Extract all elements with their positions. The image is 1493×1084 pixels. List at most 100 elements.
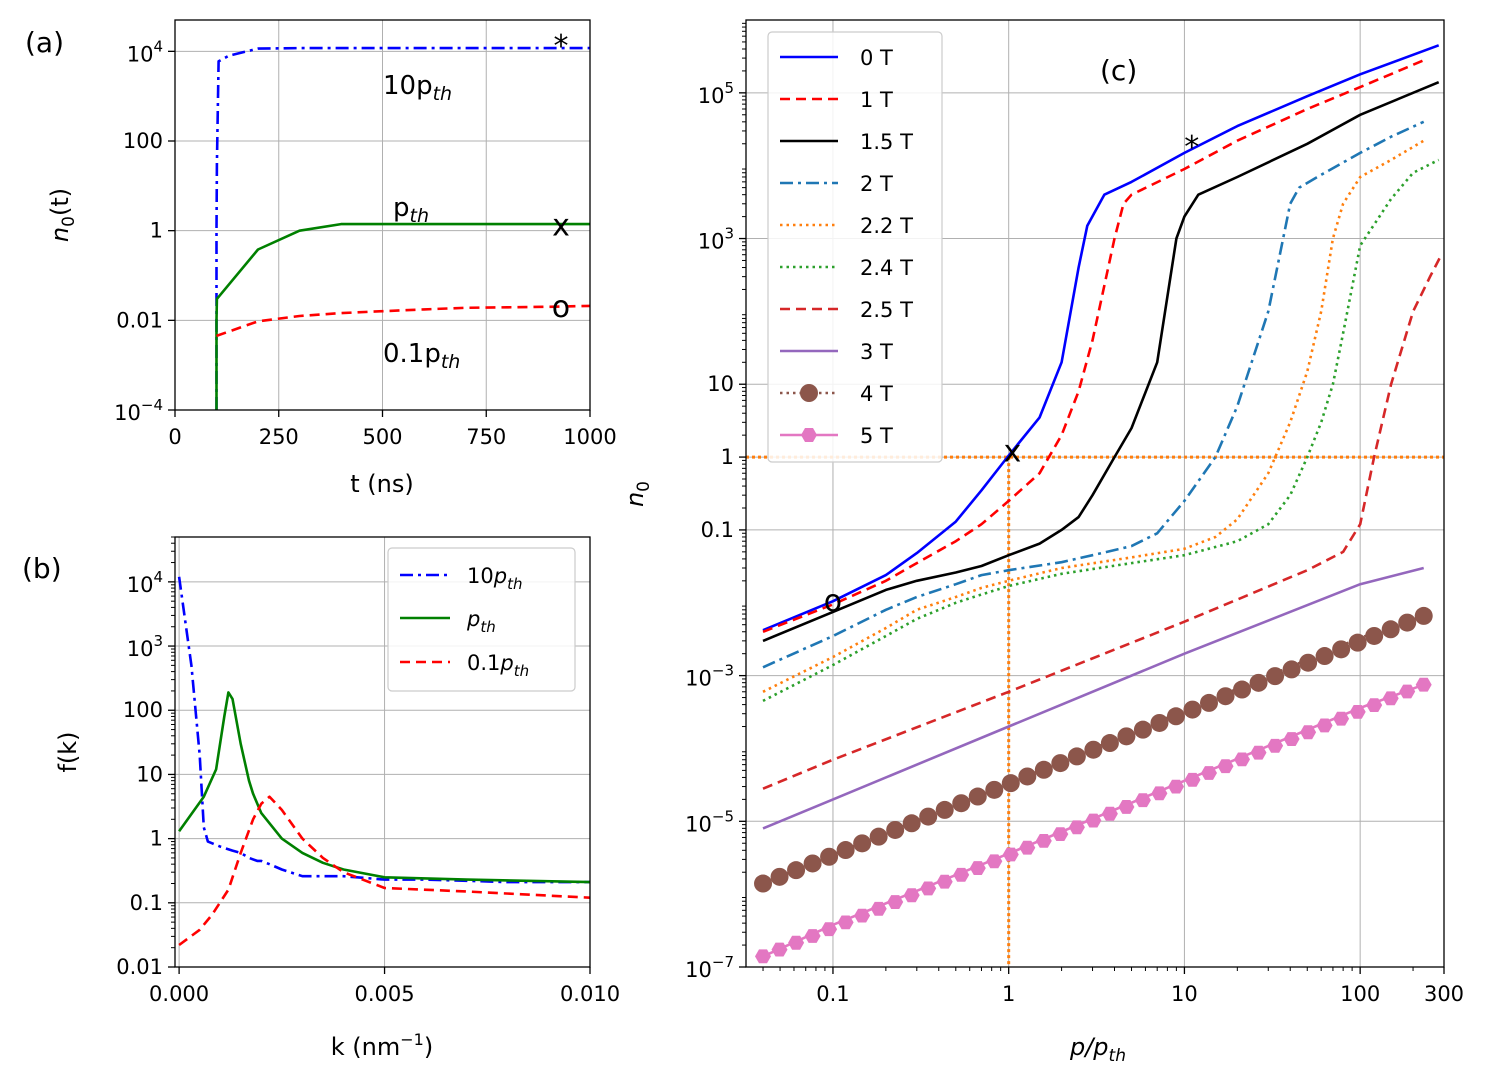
data-point-4-T: [1282, 660, 1301, 679]
data-point-5-T: [1399, 684, 1416, 699]
x-tick-label: 10: [1171, 982, 1198, 1006]
panel-b-frame: [174, 536, 591, 968]
data-point-4-T: [1365, 626, 1384, 645]
panel-b-legend: 10pth pth 0.1pth: [387, 547, 576, 692]
data-point-5-T: [771, 942, 788, 957]
data-point-5-T: [903, 888, 920, 903]
series-line-1-5-T: [762, 80, 1440, 643]
data-point-5-T: [1283, 732, 1300, 746]
y-tick-label: 10: [707, 372, 734, 396]
data-point-4-T: [919, 807, 938, 826]
data-point-5-T: [969, 861, 986, 875]
panel-a-series: [215, 46, 590, 410]
data-point-5-T: [1002, 847, 1019, 862]
data-point-4-T: [1084, 740, 1103, 759]
y-tick-label: 10: [136, 762, 163, 786]
series-line-2-T: [762, 120, 1425, 669]
legend-label-3T: 3 T: [860, 340, 893, 364]
y-tick-label: 10−4: [114, 396, 163, 425]
data-point-4-T: [1266, 667, 1285, 686]
legend-label-2T: 2 T: [860, 172, 893, 196]
x-tick-label: 0: [168, 425, 181, 449]
annotation-10pth: 10pth: [383, 71, 452, 105]
data-point-5-T: [1184, 772, 1201, 787]
data-point-4-T: [952, 794, 971, 813]
panel-c-label: (c): [1100, 54, 1137, 87]
panel-a-xlabel: t (ns): [350, 470, 413, 498]
x-tick-label: 1: [1002, 982, 1015, 1006]
data-point-5-T: [1349, 705, 1366, 719]
data-point-5-T: [887, 895, 904, 909]
data-point-5-T: [804, 929, 821, 943]
data-point-5-T: [1333, 711, 1350, 726]
svg-text:f(k): f(k): [54, 731, 82, 772]
panel-a-marker-symbols: * x o: [552, 29, 570, 325]
y-tick-label: 105: [698, 79, 734, 108]
data-point-4-T: [968, 787, 987, 806]
y-tick-label: 10−3: [685, 662, 734, 691]
y-tick-label: 0.01: [116, 308, 163, 332]
panel-c-xlabel: p/pth: [1069, 1033, 1126, 1066]
data-point-5-T: [1382, 691, 1399, 706]
data-point-4-T: [886, 820, 905, 839]
annotation-0-1pth: 0.1pth: [383, 339, 460, 373]
data-point-4-T: [1183, 700, 1202, 719]
series-line-1-T: [762, 59, 1425, 634]
panel-b-ylabel: f(k): [54, 731, 82, 772]
data-point-5-T: [1217, 759, 1234, 774]
x-tick-label: 0.010: [560, 982, 620, 1006]
data-point-5-T: [755, 949, 771, 964]
legend-label-0T: 0 T: [860, 46, 893, 70]
y-tick-label: 104: [127, 568, 163, 597]
svg-text:n0(t): n0(t): [46, 188, 79, 242]
series-line-0-1p-th: [178, 795, 590, 947]
data-point-4-T: [853, 834, 872, 853]
legend-label-4T: 4 T: [860, 382, 893, 406]
x-tick-label: 100: [1340, 982, 1380, 1006]
legend-box: [767, 31, 943, 463]
legend-box: [387, 547, 576, 692]
legend-label-10pth: 10pth: [467, 564, 522, 593]
data-point-5-T: [854, 908, 871, 923]
y-tick-label: 103: [698, 225, 734, 254]
x-tick-label: 500: [362, 425, 402, 449]
data-point-4-T: [1216, 687, 1235, 706]
series-line-0-1p-th: [216, 304, 590, 338]
x-tick-label: 250: [259, 425, 299, 449]
data-point-5-T: [1118, 800, 1135, 814]
legend-label-1T: 1 T: [860, 88, 893, 112]
data-point-4-T: [1001, 774, 1020, 793]
data-point-5-T: [1250, 745, 1267, 760]
y-tick-label: 1: [150, 219, 163, 243]
data-point-5-T: [788, 935, 805, 950]
legend-label-2-5T: 2.5 T: [860, 298, 913, 322]
panel-a-ylabel: n0(t): [46, 188, 79, 242]
legend-label-5T: 5 T: [860, 424, 893, 448]
data-point-4-T: [1067, 747, 1086, 766]
data-point-5-T: [1316, 718, 1333, 733]
data-point-5-T: [1168, 779, 1184, 794]
data-point-4-T: [1018, 767, 1037, 786]
data-point-4-T: [1249, 673, 1268, 692]
panel-c-legend: 0 T 1 T 1.5 T 2 T 2.2 T 2.4 T 2.5 T 3 T …: [767, 31, 943, 463]
data-point-4-T: [1199, 693, 1218, 712]
data-point-5-T: [1052, 827, 1069, 841]
data-point-5-T: [1101, 806, 1118, 821]
data-point-5-T: [1300, 725, 1317, 740]
data-point-4-T: [1332, 640, 1351, 659]
y-tick-label: 0.1: [130, 891, 163, 915]
series-line-2-2-T: [762, 139, 1425, 693]
y-tick-label: 0.01: [116, 955, 163, 979]
data-point-4-T: [935, 800, 954, 819]
panel-b-ticks: 0.000 0.005 0.010 0.01 0.1 1 10 100 103 104: [116, 536, 620, 1006]
panel-c-series: [746, 44, 1444, 967]
y-tick-label: 1: [721, 445, 734, 469]
data-point-5-T: [821, 922, 838, 937]
legend-label-1-5T: 1.5 T: [860, 130, 913, 154]
data-point-4-T: [836, 841, 855, 860]
legend-label-pth: pth: [466, 607, 496, 636]
data-point-5-T: [1068, 820, 1085, 835]
data-point-5-T: [1201, 766, 1217, 780]
panel-c-frame: [745, 19, 1445, 968]
data-point-5-T: [1085, 813, 1102, 828]
